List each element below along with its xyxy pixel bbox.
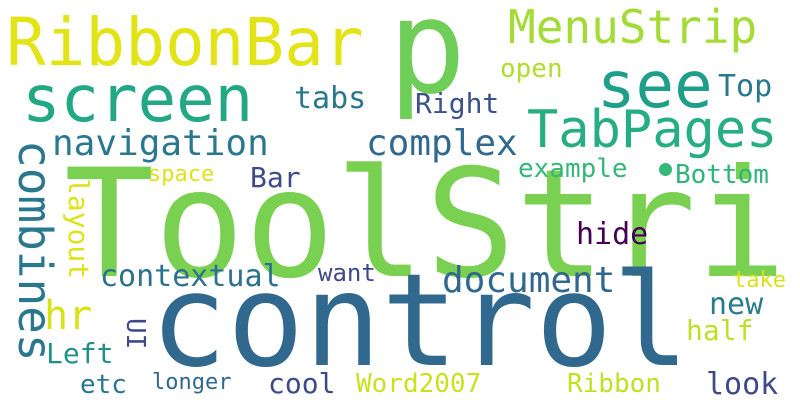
word-tabpages: TabPages: [527, 100, 778, 160]
word-ribbonbar: RibbonBar: [6, 4, 364, 81]
word-menustrip: MenuStrip: [508, 0, 758, 54]
word-example: example: [518, 154, 628, 184]
word-hr: hr: [44, 293, 93, 339]
word-navigation: navigation: [52, 123, 269, 164]
word-longer: longer: [152, 370, 232, 395]
word-take: take: [733, 268, 786, 293]
word-see: see: [597, 49, 713, 123]
word-ui: UI: [120, 318, 150, 350]
word-layout: layout: [62, 178, 95, 280]
word-want: want: [318, 259, 376, 287]
word-control: control: [150, 247, 690, 396]
word-etc: etc: [80, 370, 127, 400]
word-new: new: [709, 287, 764, 322]
word-tabs: tabs: [294, 81, 367, 116]
word-contextual: contextual: [100, 259, 281, 294]
word-document: document: [442, 260, 616, 301]
dot-mark: [659, 163, 672, 176]
word-screen: screen: [22, 63, 254, 137]
word-ribbon: Ribbon: [567, 369, 661, 399]
word-bar: Bar: [250, 161, 301, 194]
word-complex: complex: [366, 123, 518, 164]
word-left: Left: [46, 337, 114, 370]
word-hide: hide: [576, 217, 649, 252]
word-space: space: [148, 162, 215, 187]
word-look: look: [706, 367, 779, 400]
word-open: open: [500, 54, 563, 84]
word-top: Top: [718, 69, 773, 104]
word-word2007: Word2007: [356, 369, 482, 399]
word-half: half: [686, 314, 754, 347]
word-p: p: [388, 0, 467, 123]
word-bottom: Bottom: [675, 160, 769, 190]
word-right: Right: [415, 87, 500, 120]
word-cool: cool: [268, 367, 336, 400]
word-toolstrip: ToolStrip: [64, 138, 800, 312]
